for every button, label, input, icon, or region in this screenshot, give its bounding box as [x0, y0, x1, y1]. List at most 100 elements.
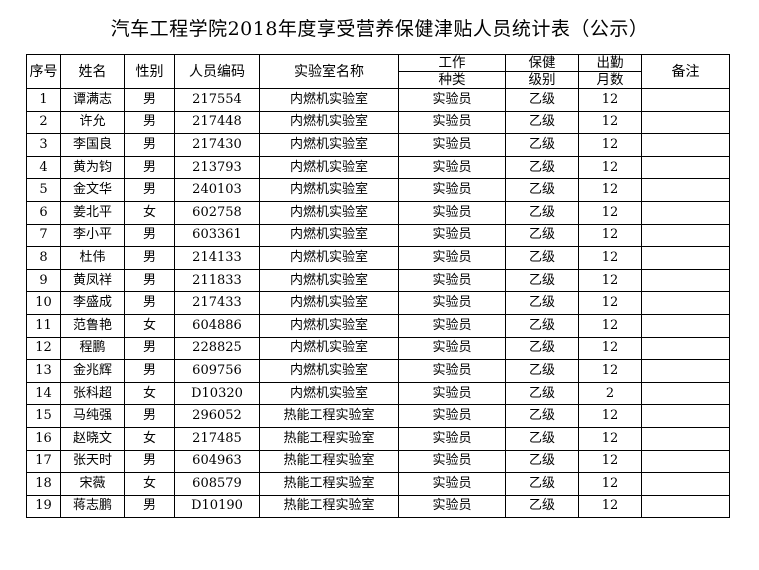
- care-level-cell: 乙级: [505, 291, 579, 315]
- code-cell: 608579: [174, 472, 260, 496]
- code-cell: 213793: [174, 155, 260, 180]
- index-cell: 15: [26, 404, 61, 428]
- code-cell: 217485: [174, 426, 260, 451]
- header-job-bottom: 种类: [398, 71, 506, 89]
- job-cell: 实验员: [398, 223, 506, 248]
- attendance-cell: 12: [578, 359, 642, 383]
- remark-cell: [641, 133, 730, 157]
- code-cell: 217448: [174, 110, 260, 135]
- code-cell: D10190: [174, 494, 260, 519]
- code-cell: 604963: [174, 449, 260, 474]
- gender-cell: 男: [124, 223, 175, 248]
- code-cell: 211833: [174, 268, 260, 293]
- table-row: 2 许允男 217448 内燃机实验室 实验员 乙级 12: [26, 110, 730, 135]
- code-cell: 214133: [174, 246, 260, 270]
- index-cell: 12: [26, 336, 61, 361]
- page-title: 汽车工程学院2018年度享受营养保健津贴人员统计表（公示）: [110, 18, 649, 40]
- header-attend-bottom: 月数: [578, 71, 642, 89]
- attendance-cell: 12: [578, 268, 642, 293]
- table-row: 18 宋薇女 608579 热能工程实验室 实验员 乙级 12: [26, 472, 730, 496]
- lab-cell: 热能工程实验室: [259, 449, 399, 474]
- gender-cell: 女: [124, 313, 175, 338]
- care-level-cell: 乙级: [505, 313, 579, 338]
- name-cell: 李小平: [60, 223, 125, 248]
- job-cell: 实验员: [398, 133, 506, 157]
- lab-cell: 内燃机实验室: [259, 268, 399, 293]
- care-level-cell: 乙级: [505, 268, 579, 293]
- job-cell: 实验员: [398, 155, 506, 180]
- care-level-cell: 乙级: [505, 336, 579, 361]
- job-cell: 实验员: [398, 200, 506, 225]
- lab-cell: 内燃机实验室: [259, 246, 399, 270]
- remark-cell: [641, 404, 730, 428]
- code-cell: 228825: [174, 336, 260, 361]
- attendance-cell: 12: [578, 291, 642, 315]
- index-cell: 19: [26, 494, 61, 519]
- gender-cell: 男: [124, 449, 175, 474]
- header-index: 序号: [26, 54, 61, 89]
- header-gender: 性别: [124, 54, 175, 89]
- lab-cell: 内燃机实验室: [259, 155, 399, 180]
- care-level-cell: 乙级: [505, 88, 579, 112]
- gender-cell: 女: [124, 381, 175, 406]
- attendance-cell: 2: [578, 381, 642, 406]
- gender-cell: 男: [124, 291, 175, 315]
- table-row: 6 姜北平女 602758 内燃机实验室 实验员 乙级 12: [26, 200, 730, 225]
- attendance-cell: 12: [578, 472, 642, 496]
- lab-cell: 热能工程实验室: [259, 472, 399, 496]
- lab-cell: 内燃机实验室: [259, 110, 399, 135]
- name-cell: 许允: [60, 110, 125, 135]
- remark-cell: [641, 381, 730, 406]
- gender-cell: 男: [124, 88, 175, 112]
- name-cell: 张科超: [60, 381, 125, 406]
- job-cell: 实验员: [398, 268, 506, 293]
- index-cell: 8: [26, 246, 61, 270]
- table-row: 14 张科超女 D10320 内燃机实验室 实验员 乙级 2: [26, 381, 730, 406]
- table-row: 15 马纯强男 296052 热能工程实验室 实验员 乙级 12: [26, 404, 730, 428]
- remark-cell: [641, 200, 730, 225]
- index-cell: 4: [26, 155, 61, 180]
- remark-cell: [641, 155, 730, 180]
- remark-cell: [641, 268, 730, 293]
- index-cell: 16: [26, 426, 61, 451]
- table-row: 13 金兆辉男 609756 内燃机实验室 实验员 乙级 12: [26, 359, 730, 383]
- job-cell: 实验员: [398, 449, 506, 474]
- attendance-cell: 12: [578, 404, 642, 428]
- job-cell: 实验员: [398, 494, 506, 519]
- job-cell: 实验员: [398, 404, 506, 428]
- job-cell: 实验员: [398, 359, 506, 383]
- header-remark: 备注: [641, 54, 730, 89]
- code-cell: 603361: [174, 223, 260, 248]
- code-cell: 240103: [174, 178, 260, 202]
- code-cell: 217554: [174, 88, 260, 112]
- gender-cell: 男: [124, 178, 175, 202]
- index-cell: 14: [26, 381, 61, 406]
- job-cell: 实验员: [398, 336, 506, 361]
- remark-cell: [641, 178, 730, 202]
- index-cell: 13: [26, 359, 61, 383]
- lab-cell: 内燃机实验室: [259, 291, 399, 315]
- lab-cell: 内燃机实验室: [259, 200, 399, 225]
- table-row: 17 张天时男 604963 热能工程实验室 实验员 乙级 12: [26, 449, 730, 474]
- name-cell: 金文华: [60, 178, 125, 202]
- care-level-cell: 乙级: [505, 426, 579, 451]
- lab-cell: 内燃机实验室: [259, 359, 399, 383]
- attendance-cell: 12: [578, 449, 642, 474]
- attendance-cell: 12: [578, 223, 642, 248]
- name-cell: 程鹏: [60, 336, 125, 361]
- attendance-cell: 12: [578, 246, 642, 270]
- gender-cell: 男: [124, 155, 175, 180]
- care-level-cell: 乙级: [505, 359, 579, 383]
- care-level-cell: 乙级: [505, 494, 579, 519]
- table-row: 12 程鹏男 228825 内燃机实验室 实验员 乙级 12: [26, 336, 730, 361]
- name-cell: 马纯强: [60, 404, 125, 428]
- name-cell: 赵晓文: [60, 426, 125, 451]
- lab-cell: 内燃机实验室: [259, 178, 399, 202]
- table-row: 11 范鲁艳女 604886 内燃机实验室 实验员 乙级 12: [26, 313, 730, 338]
- gender-cell: 女: [124, 426, 175, 451]
- index-cell: 1: [26, 88, 61, 112]
- gender-cell: 男: [124, 268, 175, 293]
- lab-cell: 内燃机实验室: [259, 88, 399, 112]
- table-row: 5 金文华男 240103 内燃机实验室 实验员 乙级 12: [26, 178, 730, 202]
- remark-cell: [641, 336, 730, 361]
